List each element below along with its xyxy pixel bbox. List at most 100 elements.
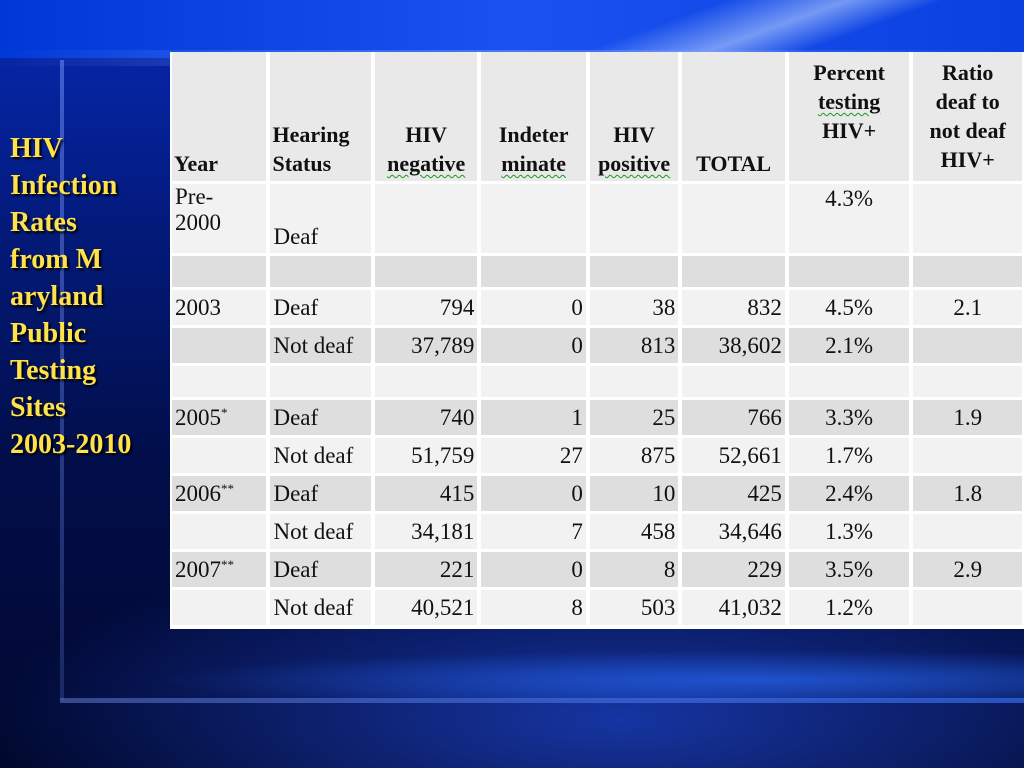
cell-percent-testing-text: 2.1% [825,332,874,358]
cell-ratio-text: 1.9 [953,404,983,430]
header-ratio-text: Ratio deaf to not deaf HIV+ [929,60,1006,172]
cell-indeterminate: 8 [481,590,586,628]
cell-ratio: 2.1 [913,290,1022,328]
table-row: Not deaf 51,759 27 875 52,661 1.7% [172,438,1022,476]
cell-year-text: 2005 [175,404,221,430]
cell-hearing-status: Not deaf [270,514,371,552]
cell-hiv-negative-text: 34,181 [411,518,475,544]
cell-hiv-positive [589,366,679,400]
header-ratio: Ratio deaf to not deaf HIV+ [913,52,1022,184]
cell-ratio [913,590,1022,628]
cell-hearing-status: Deaf [270,476,371,514]
cell-indeterminate-text: 0 [571,332,583,358]
cell-hearing-status-text: Not deaf [273,332,354,358]
cell-percent-testing: 1.3% [788,514,910,552]
cell-indeterminate: 0 [481,290,586,328]
header-percent-line3: HIV+ [822,118,877,143]
cell-hiv-negative-text: 221 [439,556,475,582]
cell-hearing-status-text: Not deaf [273,518,354,544]
header-percent-line2: testing [817,89,881,114]
cell-hearing-status: Deaf [270,290,371,328]
cell-hiv-negative-text: 740 [439,404,475,430]
cell-hiv-positive: 503 [589,590,679,628]
cell-percent-testing-text: 2.4% [825,480,874,506]
header-indeterminate-line1: Indeter [498,122,569,147]
cell-percent-testing: 4.5% [788,290,910,328]
cell-hiv-negative: 740 [374,400,478,438]
cell-year-text: 2003 [175,294,221,320]
cell-hiv-negative-text: 51,759 [411,442,475,468]
cell-indeterminate-text: 8 [571,594,583,620]
cell-hiv-positive: 38 [589,290,679,328]
header-indeterminate: Indeter minate [481,52,586,184]
cell-hiv-positive-text: 10 [652,480,676,506]
cell-hearing-status-text: Not deaf [273,442,354,468]
cell-year [172,438,267,476]
cell-hearing-status: Not deaf [270,590,371,628]
cell-year: 2007** [172,552,267,590]
table-header-row: Year Hearing Status HIV negative Indeter m… [172,52,1022,184]
cell-year: 2003 [172,290,267,328]
cell-ratio: 1.9 [913,400,1022,438]
cell-hiv-negative [374,256,478,290]
cell-year-text: 2007 [175,556,221,582]
cell-total: 229 [682,552,785,590]
cell-indeterminate [481,184,586,256]
table-row: 2007** Deaf 221 0 8 229 3.5% 2.9 [172,552,1022,590]
cell-hiv-positive: 458 [589,514,679,552]
cell-hiv-positive: 10 [589,476,679,514]
cell-total: 34,646 [682,514,785,552]
cell-hearing-status: Not deaf [270,438,371,476]
table-body: Pre- 2000 Deaf 4.3% 2003 Deaf 794 0 38 832 4.5% 2.… [172,184,1022,628]
cell-hiv-positive-text: 38 [652,294,676,320]
cell-percent-testing: 4.3% [788,184,910,256]
cell-hearing-status-text: Deaf [273,480,319,506]
cell-percent-testing: 1.2% [788,590,910,628]
cell-hearing-status [270,366,371,400]
cell-indeterminate-text: 27 [559,442,583,468]
cell-total-text: 34,646 [718,518,782,544]
cell-total [682,184,785,256]
cell-year [172,328,267,366]
cell-hearing-status [270,256,371,290]
cell-ratio: 1.8 [913,476,1022,514]
cell-hiv-positive-text: 458 [640,518,676,544]
cell-ratio [913,366,1022,400]
cell-total-text: 229 [747,556,782,582]
year-footnote-mark: * [221,404,228,420]
cell-hearing-status-text: Deaf [273,556,319,582]
cell-indeterminate: 0 [481,552,586,590]
cell-year-text: Pre- 2000 [175,184,221,235]
cell-percent-testing-text: 4.5% [825,294,874,320]
cell-hearing-status: Not deaf [270,328,371,366]
cell-hiv-positive-text: 813 [640,332,676,358]
cell-total-text: 52,661 [718,442,782,468]
cell-hearing-status: Deaf [270,184,371,256]
cell-percent-testing-text: 4.3% [825,186,874,211]
cell-hearing-status-text: Deaf [273,294,319,320]
year-footnote-mark: ** [221,480,234,496]
table-row: Pre- 2000 Deaf 4.3% [172,184,1022,256]
bottom-glow [150,650,1024,700]
header-total: TOTAL [682,52,785,184]
cell-year [172,366,267,400]
cell-hiv-positive: 875 [589,438,679,476]
cell-percent-testing: 2.4% [788,476,910,514]
cell-hiv-negative-text: 415 [439,480,475,506]
table-row [172,366,1022,400]
cell-total-text: 41,032 [718,594,782,620]
cell-year [172,514,267,552]
cell-ratio-text: 2.1 [953,294,983,320]
cell-hiv-positive-text: 503 [640,594,676,620]
cell-hiv-positive [589,184,679,256]
cell-percent-testing [788,366,910,400]
cell-total: 832 [682,290,785,328]
header-percent-line1: Percent [813,60,885,85]
cell-hearing-status-text: Deaf [273,224,319,249]
cell-percent-testing: 1.7% [788,438,910,476]
cell-indeterminate-text: 0 [571,480,583,506]
header-hiv-negative-line2: negative [387,151,466,176]
cell-indeterminate: 7 [481,514,586,552]
cell-indeterminate [481,256,586,290]
cell-total-text: 38,602 [718,332,782,358]
